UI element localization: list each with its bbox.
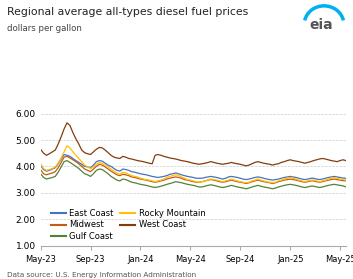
- Legend: East Coast, Midwest, Gulf Coast, Rocky Mountain, West Coast: East Coast, Midwest, Gulf Coast, Rocky M…: [51, 208, 205, 241]
- Text: Data source: U.S. Energy Information Administration: Data source: U.S. Energy Information Adm…: [7, 271, 196, 278]
- Text: dollars per gallon: dollars per gallon: [7, 24, 82, 33]
- Text: Regional average all-types diesel fuel prices: Regional average all-types diesel fuel p…: [7, 7, 248, 17]
- Text: eia: eia: [310, 18, 333, 32]
